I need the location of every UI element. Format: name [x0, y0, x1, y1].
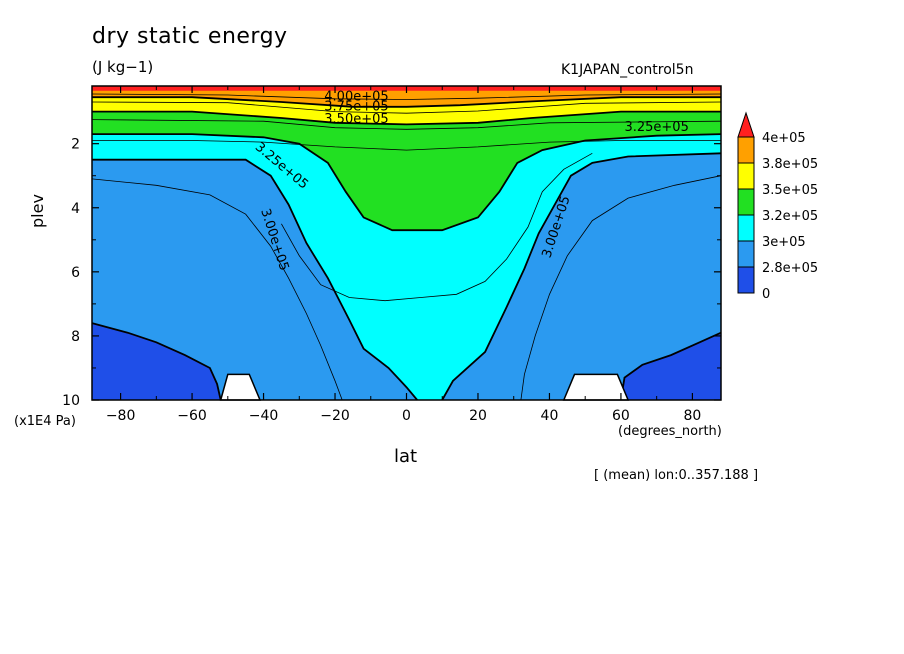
contour-line-0	[92, 133, 722, 232]
contour-line-5	[91, 322, 222, 401]
region-low-fill-1	[620, 332, 721, 400]
contour-line-thin-0	[91, 93, 722, 100]
colorbar-label: 3.2e+05	[762, 209, 818, 224]
x-tick-label: −60	[177, 408, 207, 424]
colorbar-arrow	[737, 111, 755, 138]
colorbar-label: 4e+05	[762, 131, 806, 146]
x-tick-label: 0	[402, 408, 411, 424]
contour-line-1	[92, 158, 418, 401]
chart-units: (J kg−1)	[92, 58, 154, 76]
contour-line-thin-5	[281, 152, 593, 302]
topography-mask-1	[562, 373, 630, 401]
x-tick-label: 60	[612, 408, 630, 424]
x-tick-label: 20	[469, 408, 487, 424]
colorbar-swatch	[737, 266, 755, 294]
region-3e05-fill	[92, 134, 721, 400]
colorbar-swatch	[737, 240, 755, 268]
colorbar-label: 3.8e+05	[762, 157, 818, 172]
colorbar-label: 0	[762, 287, 770, 302]
contour-line-thin-1	[91, 101, 722, 114]
colorbar-label: 3.5e+05	[762, 183, 818, 198]
contour-line-4	[92, 96, 721, 108]
contour-line-thin-6	[520, 175, 722, 401]
x-axis-label: lat	[394, 446, 418, 467]
region-fill-2	[92, 86, 721, 107]
contour-line-thin-4	[91, 178, 343, 401]
region-fill-0	[92, 86, 721, 231]
colorbar-swatch	[737, 162, 755, 190]
y-tick-label: 10	[62, 393, 80, 409]
contour-label: 4.00e+05	[324, 90, 388, 105]
contour-line-2	[441, 152, 722, 401]
footnote: [ (mean) lon:0..357.188 ]	[594, 468, 759, 483]
y-tick-label: 8	[71, 329, 80, 345]
y-tick-label: 6	[71, 265, 80, 281]
contour-label: 3.50e+05	[324, 112, 388, 127]
y-axis-unit: (x1E4 Pa)	[14, 414, 76, 429]
contour-label: 3.25e+05	[624, 120, 688, 135]
contour-line-3	[92, 110, 721, 126]
x-tick-label: −80	[106, 408, 136, 424]
colorbar-label: 2.8e+05	[762, 261, 818, 276]
contour-line-thin-3	[92, 140, 721, 151]
x-tick-label: 80	[683, 408, 701, 424]
y-tick-label: 4	[71, 201, 80, 217]
colorbar-swatch	[737, 136, 755, 164]
contour-line-thin-2	[91, 119, 722, 130]
colorbar-label: 3e+05	[762, 235, 806, 250]
chart-title: dry static energy	[92, 24, 288, 49]
x-tick-label: 40	[541, 408, 559, 424]
x-tick-label: −20	[320, 408, 350, 424]
colorbar-swatch	[737, 188, 755, 216]
x-tick-label: −40	[249, 408, 279, 424]
contour-line-6	[620, 331, 722, 401]
y-tick-label: 2	[71, 137, 80, 153]
contour-label: 3.75e+05	[324, 99, 388, 114]
x-axis-unit: (degrees_north)	[618, 424, 722, 439]
run-label: K1JAPAN_control5n	[561, 62, 694, 78]
region-low-fill-0	[92, 323, 221, 400]
colorbar-swatch	[737, 214, 755, 242]
